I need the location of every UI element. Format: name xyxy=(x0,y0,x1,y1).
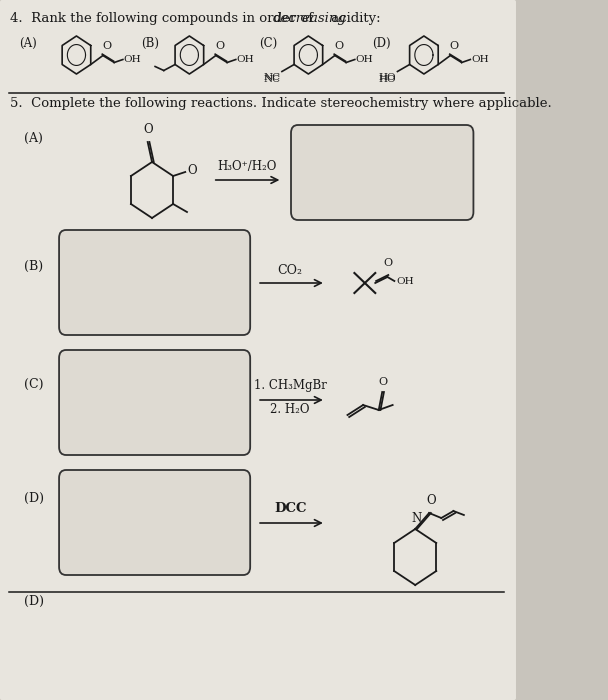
Text: (C): (C) xyxy=(259,37,277,50)
Text: (A): (A) xyxy=(24,132,43,145)
Text: O: O xyxy=(143,123,153,136)
Text: (B): (B) xyxy=(24,260,43,273)
Text: OH: OH xyxy=(124,55,142,64)
Text: OH: OH xyxy=(396,276,413,286)
Text: O: O xyxy=(187,164,196,178)
Text: OH: OH xyxy=(471,55,489,64)
Text: O: O xyxy=(426,494,436,507)
FancyBboxPatch shape xyxy=(291,125,474,220)
Text: HO: HO xyxy=(378,74,396,83)
FancyBboxPatch shape xyxy=(0,0,516,700)
Text: OH: OH xyxy=(356,55,373,64)
Text: O: O xyxy=(379,377,388,387)
Text: acidity:: acidity: xyxy=(328,12,381,25)
Text: 5.  Complete the following reactions. Indicate stereochemistry where applicable.: 5. Complete the following reactions. Ind… xyxy=(10,97,552,110)
Text: (D): (D) xyxy=(24,492,44,505)
FancyBboxPatch shape xyxy=(59,470,250,575)
FancyBboxPatch shape xyxy=(59,230,250,335)
Text: O: O xyxy=(334,41,343,51)
Text: O: O xyxy=(102,41,111,51)
Text: decreasing: decreasing xyxy=(273,12,347,25)
Text: H₃O⁺/H₂O: H₃O⁺/H₂O xyxy=(217,160,277,173)
Text: O: O xyxy=(215,41,224,51)
Text: (D): (D) xyxy=(24,595,44,608)
Text: 4.  Rank the following compounds in order of: 4. Rank the following compounds in order… xyxy=(10,12,318,25)
FancyBboxPatch shape xyxy=(59,350,250,455)
Text: DCC: DCC xyxy=(274,502,306,515)
Text: (B): (B) xyxy=(140,37,159,50)
Text: NC: NC xyxy=(263,74,280,83)
Text: OH: OH xyxy=(237,55,254,64)
Text: O: O xyxy=(384,258,393,268)
Text: (C): (C) xyxy=(24,378,44,391)
Text: (A): (A) xyxy=(19,37,37,50)
Text: 2. H₂O: 2. H₂O xyxy=(271,403,310,416)
Text: NC: NC xyxy=(263,74,280,83)
Text: HO: HO xyxy=(378,74,396,83)
Text: CO₂: CO₂ xyxy=(278,264,303,277)
Text: 1. CH₃MgBr: 1. CH₃MgBr xyxy=(254,379,326,392)
Text: O: O xyxy=(449,41,458,51)
Text: N: N xyxy=(412,512,422,525)
Text: (D): (D) xyxy=(371,37,390,50)
